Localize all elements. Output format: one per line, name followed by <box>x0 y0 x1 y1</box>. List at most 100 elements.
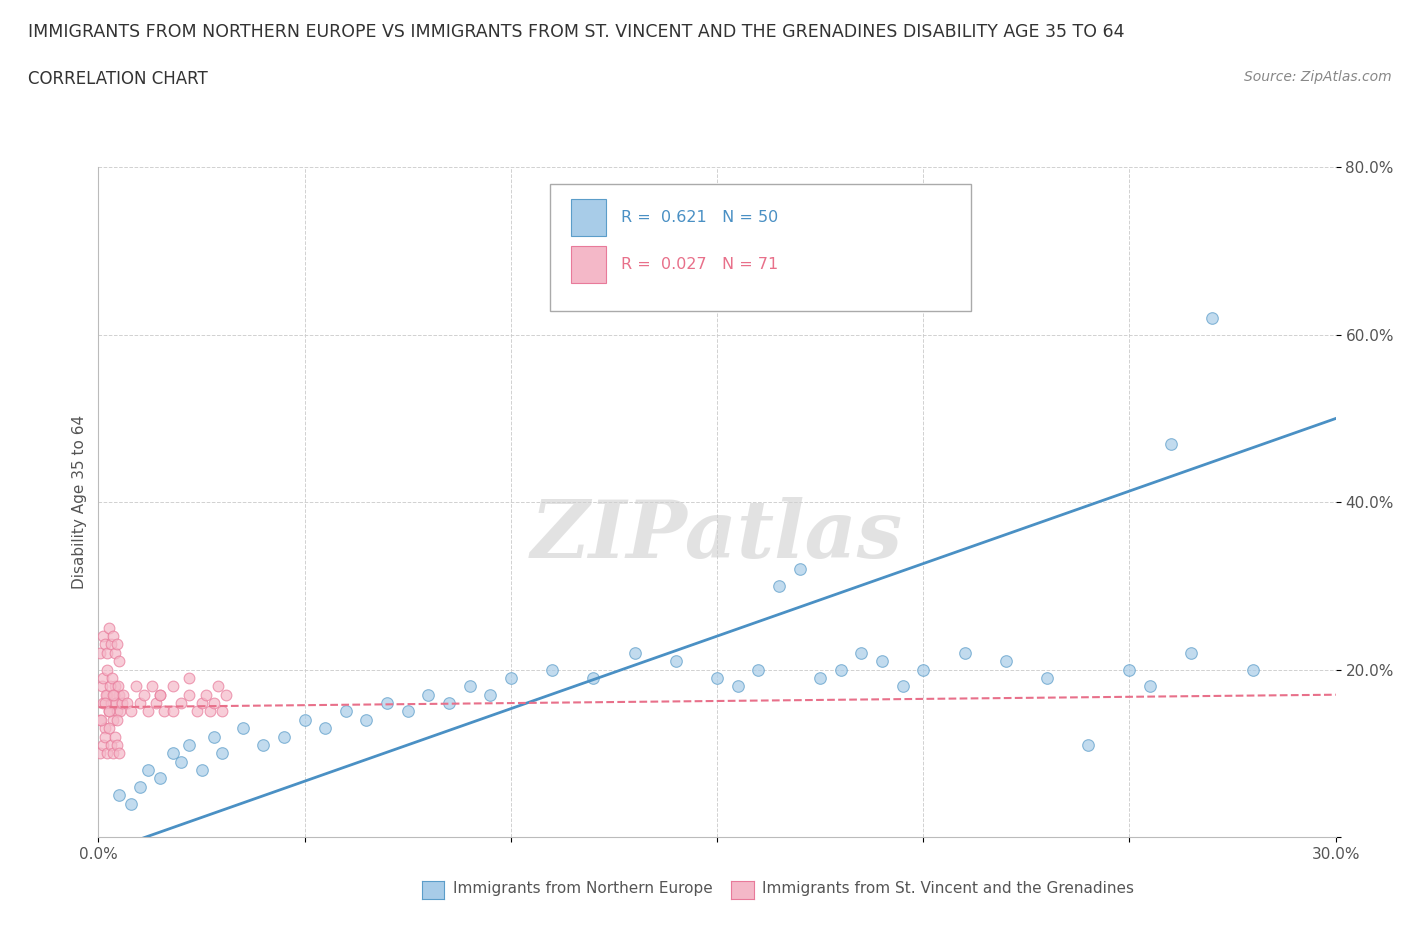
Bar <box>571 246 606 283</box>
Point <box>162 704 184 719</box>
Point <box>93 671 115 685</box>
Point <box>582 671 605 685</box>
Point <box>110 696 132 711</box>
Point <box>870 654 893 669</box>
Y-axis label: Disability Age 35 to 64: Disability Age 35 to 64 <box>72 415 87 590</box>
Point <box>105 712 128 727</box>
Point <box>136 704 159 719</box>
Point <box>232 721 254 736</box>
Point <box>1036 671 1059 685</box>
Point <box>141 679 163 694</box>
Point <box>96 645 118 660</box>
Point <box>1077 737 1099 752</box>
Point <box>202 696 225 711</box>
Text: Immigrants from St. Vincent and the Grenadines: Immigrants from St. Vincent and the Gren… <box>762 881 1135 896</box>
Point <box>194 687 217 702</box>
Point <box>145 696 167 711</box>
Point <box>1241 662 1264 677</box>
Point <box>91 629 114 644</box>
Point <box>96 662 118 677</box>
Text: R =  0.027   N = 71: R = 0.027 N = 71 <box>620 257 778 272</box>
Point <box>94 687 117 702</box>
Point <box>149 687 172 702</box>
Point <box>198 704 221 719</box>
Point <box>89 645 111 660</box>
Point <box>808 671 831 685</box>
Point <box>179 687 201 702</box>
Point <box>136 763 159 777</box>
Point <box>273 729 295 744</box>
Point <box>117 696 139 711</box>
Point <box>96 746 118 761</box>
Point <box>93 721 115 736</box>
Point <box>1201 311 1223 325</box>
Point <box>202 729 225 744</box>
Text: IMMIGRANTS FROM NORTHERN EUROPE VS IMMIGRANTS FROM ST. VINCENT AND THE GRENADINE: IMMIGRANTS FROM NORTHERN EUROPE VS IMMIG… <box>28 23 1125 41</box>
Point <box>132 687 155 702</box>
Point <box>100 671 122 685</box>
Point <box>706 671 728 685</box>
Point <box>120 704 142 719</box>
Point <box>665 654 688 669</box>
Point <box>94 696 117 711</box>
Point <box>418 687 440 702</box>
Point <box>499 671 522 685</box>
Point <box>108 687 131 702</box>
Point <box>97 721 120 736</box>
Point <box>541 662 564 677</box>
Point <box>479 687 502 702</box>
Text: R =  0.621   N = 50: R = 0.621 N = 50 <box>620 210 778 225</box>
Point <box>108 788 131 803</box>
Point <box>768 578 790 593</box>
Point <box>105 704 128 719</box>
Point <box>149 687 172 702</box>
Point <box>314 721 336 736</box>
Text: ZIPatlas: ZIPatlas <box>531 497 903 575</box>
Bar <box>571 199 606 236</box>
Point <box>98 679 121 694</box>
Point <box>101 629 124 644</box>
Point <box>458 679 481 694</box>
Point <box>98 704 121 719</box>
Point <box>396 704 419 719</box>
Point <box>211 746 233 761</box>
Point <box>91 737 114 752</box>
Point <box>179 737 201 752</box>
Point <box>128 779 150 794</box>
Text: CORRELATION CHART: CORRELATION CHART <box>28 70 208 87</box>
Point <box>124 679 146 694</box>
Point <box>953 645 976 660</box>
Point <box>747 662 769 677</box>
Text: Immigrants from Northern Europe: Immigrants from Northern Europe <box>453 881 713 896</box>
Point <box>179 671 201 685</box>
Point <box>1139 679 1161 694</box>
Point <box>335 704 357 719</box>
Point <box>90 679 112 694</box>
Point <box>89 712 111 727</box>
Point <box>162 679 184 694</box>
Point <box>994 654 1017 669</box>
Point <box>93 637 115 652</box>
Point <box>101 746 124 761</box>
Point <box>294 712 316 727</box>
Text: Source: ZipAtlas.com: Source: ZipAtlas.com <box>1244 70 1392 84</box>
Point <box>108 704 131 719</box>
Point <box>100 737 122 752</box>
Point <box>153 704 176 719</box>
Point <box>90 712 112 727</box>
Point <box>96 687 118 702</box>
Point <box>623 645 645 660</box>
Point <box>107 679 129 694</box>
Point <box>891 679 914 694</box>
Point <box>1118 662 1140 677</box>
Point <box>190 696 212 711</box>
Point <box>100 696 122 711</box>
Point <box>120 796 142 811</box>
Point <box>97 704 120 719</box>
Point <box>108 654 131 669</box>
Point <box>112 687 135 702</box>
Point <box>100 637 122 652</box>
Point <box>108 746 131 761</box>
Point <box>727 679 749 694</box>
Point <box>789 562 811 577</box>
